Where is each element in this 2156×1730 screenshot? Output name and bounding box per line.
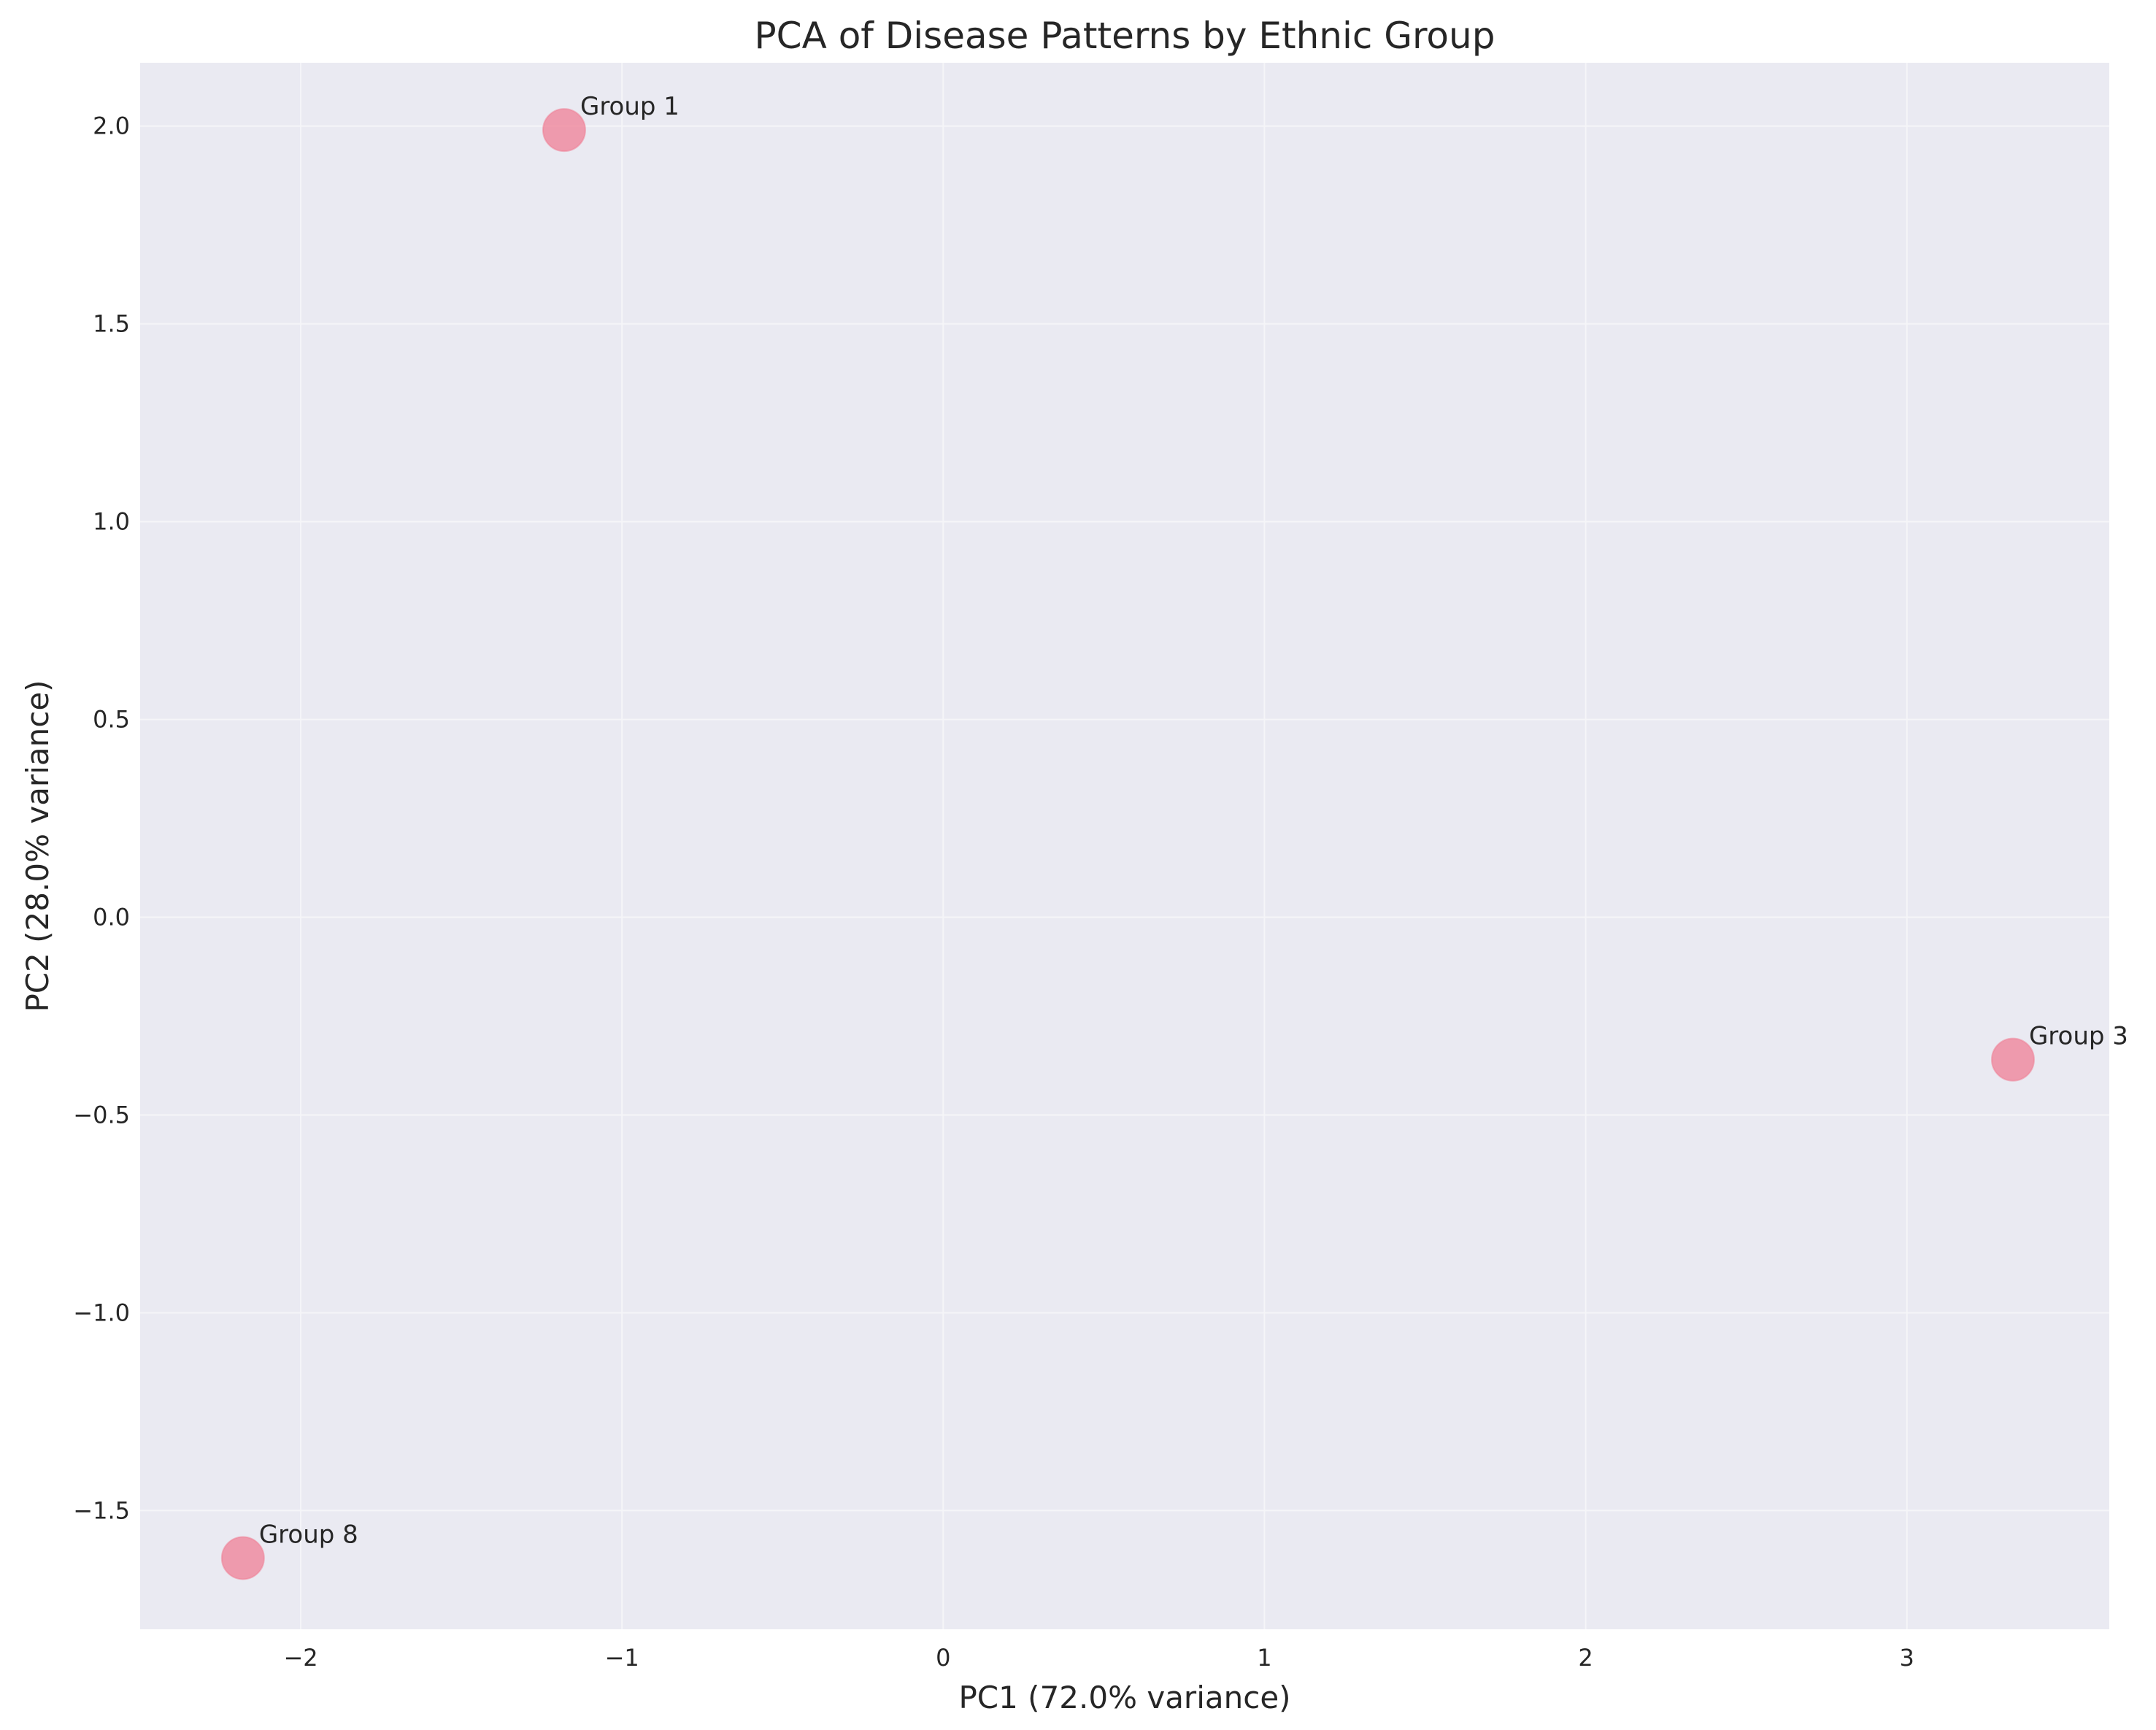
y-tick-label: 0.5 (93, 706, 130, 734)
data-point (1990, 1037, 2035, 1082)
x-tick-label: 2 (1578, 1644, 1593, 1672)
data-points: Group 1 Group 3 Group 8 (220, 92, 2128, 1580)
x-tick-label: 1 (1257, 1644, 1271, 1672)
y-tick-label: −0.5 (73, 1102, 130, 1129)
point-label: Group 1 (580, 92, 679, 121)
y-tick-label: 0.0 (93, 904, 130, 931)
y-tick-label: −1.5 (73, 1496, 130, 1524)
x-axis-ticks: −2 −1 0 1 2 3 (283, 1644, 1914, 1672)
y-tick-label: 2.0 (93, 112, 130, 140)
x-tick-label: −2 (283, 1644, 317, 1672)
y-axis-label: PC2 (28.0% variance) (20, 680, 55, 1012)
x-tick-label: 0 (936, 1644, 950, 1672)
y-tick-label: 1.0 (93, 508, 130, 536)
y-tick-label: 1.5 (93, 310, 130, 338)
plot-area (140, 63, 2109, 1629)
point-label: Group 3 (2029, 1022, 2128, 1051)
chart-title: PCA of Disease Patterns by Ethnic Group (755, 15, 1495, 57)
x-axis-label: PC1 (72.0% variance) (958, 1680, 1290, 1715)
data-point (542, 108, 586, 153)
y-tick-label: −1.0 (73, 1299, 130, 1326)
x-tick-label: −1 (605, 1644, 639, 1672)
point-label: Group 8 (259, 1520, 358, 1549)
y-axis-ticks: −1.5 −1.0 −0.5 0.0 0.5 1.0 1.5 2.0 (73, 112, 130, 1525)
grid-lines (140, 63, 2109, 1629)
x-tick-label: 3 (1900, 1644, 1914, 1672)
data-point (220, 1536, 265, 1580)
